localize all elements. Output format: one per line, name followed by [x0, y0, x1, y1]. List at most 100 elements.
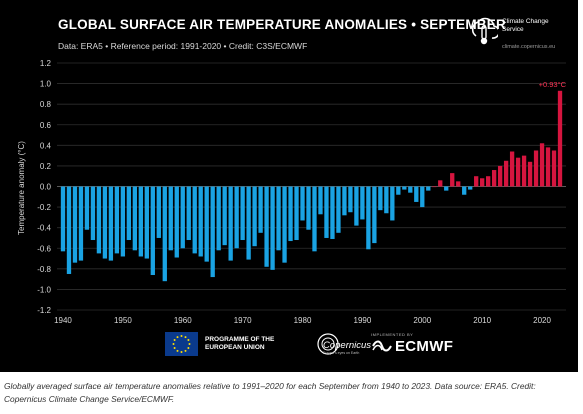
bar: [60, 186, 66, 252]
copernicus-logo-icon: [317, 333, 339, 355]
bar: [306, 186, 311, 230]
bar: [138, 186, 143, 257]
x-tick-label: 1990: [354, 316, 372, 325]
bar: [90, 186, 96, 241]
bar: [450, 173, 455, 187]
bar: [468, 186, 473, 190]
bar: [503, 160, 509, 187]
bar: [557, 90, 563, 187]
bar: [114, 186, 120, 254]
bar: [282, 186, 287, 263]
bar: [497, 165, 503, 187]
x-tick-label: 2000: [413, 316, 431, 325]
bar: [438, 180, 443, 187]
x-tick-label: 1970: [234, 316, 252, 325]
logo-service-name: Climate Change Service: [502, 18, 549, 33]
bar: [527, 161, 533, 187]
y-tick-label: -0.8: [37, 265, 51, 274]
bar: [402, 186, 407, 190]
bar: [396, 186, 401, 195]
bar: [324, 186, 329, 238]
bar: [545, 147, 551, 187]
bar: [539, 143, 545, 187]
bar: [390, 186, 395, 221]
bar: [96, 186, 102, 254]
y-tick-label: 0.6: [40, 121, 52, 130]
bar: [420, 186, 425, 208]
bar: [456, 181, 461, 187]
bar: [288, 186, 293, 242]
bar: [150, 186, 155, 276]
climate-change-service-logo: Climate Change Service climate.copernicu…: [468, 16, 573, 52]
ecmwf-text: ECMWF: [395, 338, 454, 355]
bar: [551, 150, 557, 187]
chart-title: GLOBAL SURFACE AIR TEMPERATURE ANOMALIES…: [58, 17, 506, 32]
anomaly-bar-chart: 1.2 1.0 0.8 0.6 0.4 0.2 0.0 -0.2 -0.4 -0.6 -0.8 -1.…: [17, 59, 567, 325]
bar: [360, 186, 365, 220]
bar: [384, 186, 389, 214]
bar: [162, 186, 167, 282]
bar: [533, 150, 539, 187]
bar: [342, 186, 347, 216]
eu-flag-icon: [165, 332, 198, 356]
bar: [462, 186, 467, 195]
bar: [408, 186, 413, 193]
bar: [174, 186, 179, 258]
bar: [102, 186, 108, 259]
bar: [300, 186, 305, 221]
bar: [186, 186, 191, 241]
footer-logos: PROGRAMME OF THE EUROPEAN UNION Copernic…: [165, 330, 565, 358]
y-tick-label: 1.0: [40, 80, 52, 89]
y-axis-label: Temperature anomaly (°C): [17, 141, 26, 235]
bar: [432, 186, 437, 188]
bar: [372, 186, 377, 244]
y-tick-label: 0.8: [40, 100, 52, 109]
y-tick-label: -0.2: [37, 203, 51, 212]
bar: [66, 186, 72, 274]
x-tick-label: 1950: [114, 316, 132, 325]
y-tick-label: 0.4: [40, 141, 52, 150]
bar: [72, 186, 78, 263]
bar: [318, 186, 323, 215]
thermometer-cloud-icon: [471, 17, 498, 45]
bars-group: [60, 90, 563, 282]
bar: [264, 186, 269, 267]
bar: [366, 186, 371, 250]
bar: [84, 186, 90, 230]
bar: [204, 186, 209, 262]
chart-subtitle: Data: ERA5 • Reference period: 1991-2020…: [58, 41, 308, 51]
y-tick-label: 0.0: [40, 183, 52, 192]
bar: [426, 186, 431, 191]
bar: [222, 186, 227, 246]
bar: [480, 178, 485, 187]
ecmwf-wave-icon: [372, 340, 392, 352]
bar: [336, 186, 341, 233]
y-tick-label: -1.0: [37, 285, 51, 294]
bar: [270, 186, 275, 270]
bar: [78, 186, 84, 261]
y-tick-label: -1.2: [37, 306, 51, 315]
bar: [132, 186, 138, 251]
bar: [120, 186, 126, 257]
x-tick-label: 2010: [473, 316, 491, 325]
bar: [144, 186, 149, 259]
bar: [378, 186, 383, 211]
bar: [126, 186, 132, 241]
bar: [234, 186, 239, 249]
bar: [354, 186, 359, 226]
bar: [330, 186, 335, 239]
bar: [485, 176, 491, 187]
implemented-by-text: IMPLEMENTED BY: [371, 332, 414, 337]
x-tick-label: 1980: [294, 316, 312, 325]
x-tick-label: 2020: [533, 316, 551, 325]
y-tick-labels: 1.2 1.0 0.8 0.6 0.4 0.2 0.0 -0.2 -0.4 -0.6 -0.8 -1.…: [37, 59, 51, 315]
bar: [414, 186, 419, 202]
latest-value-annotation: +0.93°C: [539, 80, 567, 89]
bar: [312, 186, 317, 252]
y-tick-label: -0.6: [37, 244, 51, 253]
x-tick-label: 1940: [54, 316, 72, 325]
x-tick-labels: 1940 1950 1960 1970 1980 1990 2000 2010 2020: [54, 316, 551, 325]
y-tick-label: -0.4: [37, 224, 51, 233]
bar: [515, 157, 521, 187]
copernicus-text: Copernicus: [323, 340, 372, 351]
